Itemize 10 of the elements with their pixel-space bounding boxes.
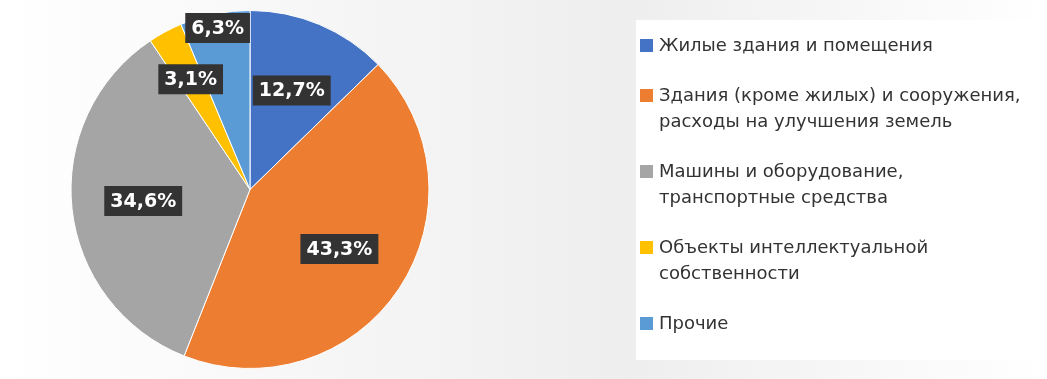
data-label: 6,3% <box>191 15 244 38</box>
legend-label: Прочие <box>659 311 729 335</box>
data-label: 43,3% <box>306 236 373 259</box>
legend-label: Здания (кроме жилых) и сооружения, расходы на улучшения земель <box>659 83 1022 133</box>
data-label: 34,6% <box>110 188 177 211</box>
data-label: 12,7% <box>258 78 325 101</box>
legend-label: Жилые здания и помещения <box>659 33 933 57</box>
data-label: 3,1% <box>164 67 218 90</box>
legend-label: Объекты интеллектуальной собственности <box>659 235 930 285</box>
legend-label: Машины и оборудование, транспортные средства <box>659 159 905 209</box>
